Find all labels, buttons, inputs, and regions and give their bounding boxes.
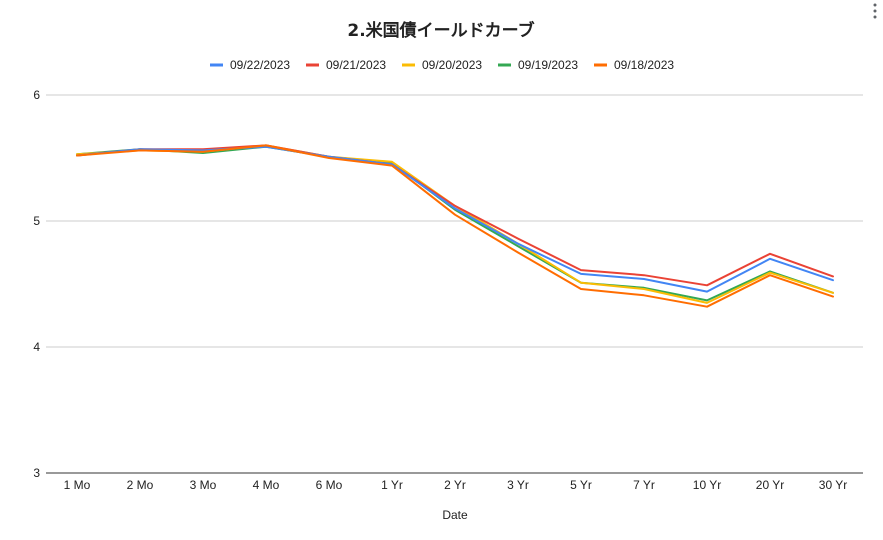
x-tick-label: 2 Mo xyxy=(127,478,154,492)
legend-label: 09/18/2023 xyxy=(614,58,674,72)
legend-label: 09/21/2023 xyxy=(326,58,386,72)
y-tick-label: 6 xyxy=(33,88,40,102)
chart-gridlines xyxy=(46,94,863,474)
x-tick-label: 3 Mo xyxy=(190,478,217,492)
legend-item[interactable]: 09/22/2023 xyxy=(210,58,290,72)
x-tick-label: 20 Yr xyxy=(756,478,784,492)
x-tick-label: 5 Yr xyxy=(570,478,592,492)
x-tick-label: 6 Mo xyxy=(316,478,343,492)
series-line-0 xyxy=(76,145,834,293)
chart-legend: 09/22/2023 09/21/2023 09/20/2023 09/19/2023… xyxy=(210,58,674,72)
x-axis-title: Date xyxy=(442,508,468,522)
chart-title: 2.米国債イールドカーブ xyxy=(347,20,534,41)
x-tick-label: 1 Yr xyxy=(381,478,403,492)
x-tick-label: 2 Yr xyxy=(444,478,466,492)
legend-item[interactable]: 09/19/2023 xyxy=(498,58,578,72)
x-tick-label: 30 Yr xyxy=(819,478,847,492)
x-tick-label: 3 Yr xyxy=(507,478,529,492)
legend-label: 09/19/2023 xyxy=(518,58,578,72)
y-tick-label: 5 xyxy=(33,214,40,228)
legend-item[interactable]: 09/20/2023 xyxy=(402,58,482,72)
y-tick-label: 3 xyxy=(33,466,40,480)
x-tick-label: 10 Yr xyxy=(693,478,721,492)
x-axis-ticks: 1 Mo 2 Mo 3 Mo 4 Mo 6 Mo 1 Yr 2 Yr 3 Yr 5 Yr 7 Yr… xyxy=(64,478,848,492)
series-line-1 xyxy=(76,144,834,287)
legend-label: 09/20/2023 xyxy=(422,58,482,72)
chart-series xyxy=(76,144,834,308)
chart-menu-icon[interactable] xyxy=(873,3,877,19)
legend-item[interactable]: 09/18/2023 xyxy=(594,58,674,72)
y-tick-label: 4 xyxy=(33,340,40,354)
y-axis-ticks: 3 4 5 6 xyxy=(33,88,40,480)
x-tick-label: 4 Mo xyxy=(253,478,280,492)
x-tick-label: 7 Yr xyxy=(633,478,655,492)
x-tick-label: 1 Mo xyxy=(64,478,91,492)
legend-label: 09/22/2023 xyxy=(230,58,290,72)
series-line-4 xyxy=(76,144,834,308)
series-line-3 xyxy=(76,145,834,302)
legend-item[interactable]: 09/21/2023 xyxy=(306,58,386,72)
